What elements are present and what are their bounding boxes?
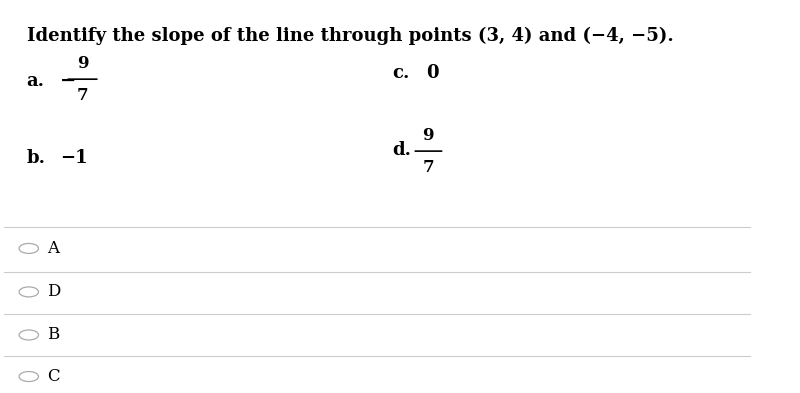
Text: 7: 7 xyxy=(422,159,434,176)
Text: 9: 9 xyxy=(422,127,434,144)
Text: A: A xyxy=(47,240,59,257)
Text: b.: b. xyxy=(26,149,46,167)
Text: a.: a. xyxy=(26,72,45,90)
Text: −1: −1 xyxy=(60,149,88,167)
Text: 9: 9 xyxy=(77,55,88,72)
Text: 7: 7 xyxy=(77,87,88,104)
Text: −: − xyxy=(60,72,77,90)
Text: Identify the slope of the line through points (3, 4) and (−4, −5).: Identify the slope of the line through p… xyxy=(26,27,674,46)
Text: c.: c. xyxy=(392,64,410,83)
Text: D: D xyxy=(47,283,61,300)
Text: 0: 0 xyxy=(426,64,438,83)
Text: d.: d. xyxy=(392,141,411,159)
Text: C: C xyxy=(47,368,60,385)
Text: B: B xyxy=(47,327,60,343)
